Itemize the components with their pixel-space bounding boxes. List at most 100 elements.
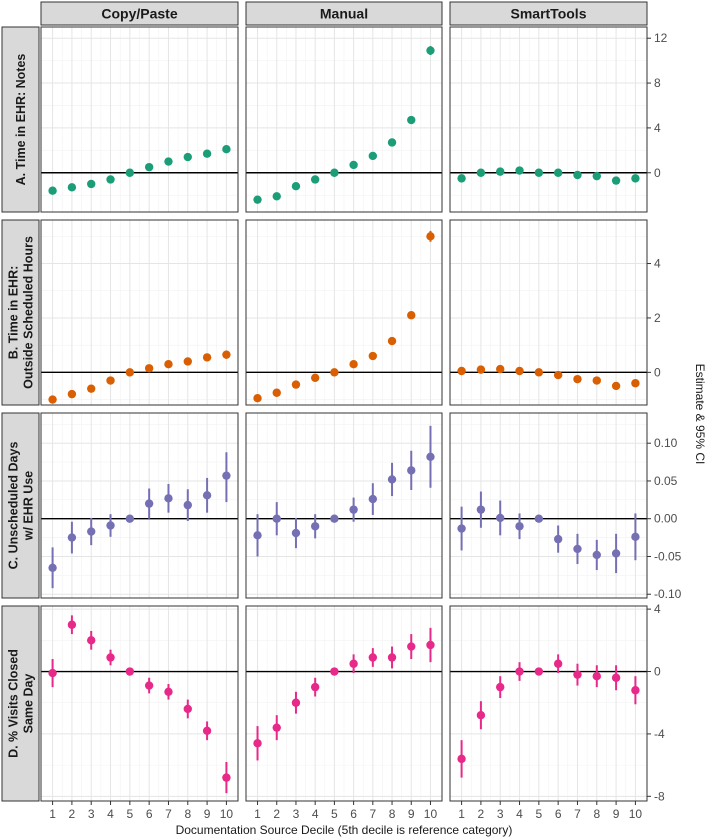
point-estimate [573,544,582,554]
point-estimate [291,380,301,389]
point-estimate [164,687,173,696]
point-estimate [67,620,77,629]
point-estimate [496,364,505,374]
panel-border [245,412,443,599]
point-estimate [592,171,601,181]
point-estimate [48,563,57,572]
point-estimate [368,494,378,504]
y-tick-label: 0.05 [654,474,678,488]
x-tick-label: 9 [408,807,415,821]
point-estimate [631,686,640,695]
point-estimate [387,336,397,346]
panel [245,219,443,406]
panel [449,605,648,802]
y-tick-label: -4 [654,727,665,741]
point-estimate [106,521,115,530]
row-strips: A. Time in EHR: Notes B. Time in EHR: Outs… [1,26,40,802]
point-estimate [48,668,57,678]
point-estimate [106,175,115,184]
point-estimate [125,514,135,523]
row-strip-label: B. Time in EHR: [7,266,21,360]
x-tick-label: 1 [49,807,56,821]
point-estimate [592,550,601,560]
panel [40,26,239,213]
point-estimate [291,698,301,707]
point-estimate [387,138,397,147]
point-estimate [253,393,262,403]
point-estimate [310,682,320,692]
column-strip-bg [245,1,443,26]
point-estimate [67,183,77,192]
point-estimate [330,168,339,177]
point-estimate [496,167,505,176]
x-tick-label: 2 [69,807,76,821]
y-tick-label: 0 [654,365,661,379]
panel [40,412,239,599]
point-estimate [368,151,378,161]
point-estimate [349,160,358,170]
panel-border [449,412,648,599]
point-estimate [272,723,281,732]
point-estimate [407,466,416,475]
column-strip-bg [40,1,239,26]
point-estimate [534,168,544,177]
panel-border [449,219,648,406]
x-tick-label: 2 [478,807,485,821]
panel [245,26,443,213]
point-estimate [476,365,486,374]
point-estimate [222,350,231,359]
point-estimate [515,166,524,175]
column-strip-bg [449,1,648,26]
point-estimate [183,152,192,162]
point-estimate [222,145,231,154]
panel-border [449,26,648,213]
point-estimate [553,370,563,380]
x-tick-label: 6 [555,807,562,821]
y-tick-label: 4 [654,121,661,135]
point-estimate [202,353,212,362]
row-strip-bg [1,412,40,599]
y-tick-label: 0.10 [654,436,678,450]
x-tick-label: 7 [574,807,581,821]
point-estimate [476,168,486,177]
point-estimate [496,682,505,692]
x-tick-label: 5 [331,807,338,821]
point-estimate [272,514,281,523]
point-estimate [144,681,154,690]
row-strip-bg [1,219,40,406]
point-estimate [407,311,416,320]
panel-border [40,219,239,406]
x-tick-label: 10 [220,807,234,821]
point-estimate [310,373,320,382]
x-tick-label: 8 [389,807,396,821]
point-estimate [592,376,601,385]
point-estimate [330,368,339,377]
point-estimate [457,174,466,183]
point-estimate [144,364,154,373]
point-estimate [183,357,192,366]
y-tick-label: -0.05 [654,549,682,563]
point-estimate [631,532,640,542]
point-estimate [48,395,57,404]
x-tick-label: 6 [146,807,153,821]
panels [40,26,648,802]
point-estimate [611,176,621,185]
x-tick-label: 6 [350,807,357,821]
point-estimate [202,726,212,735]
point-estimate [515,667,524,676]
y-tick-label: 12 [654,31,668,45]
point-estimate [330,667,339,676]
point-estimate [87,527,96,536]
point-estimate [553,534,563,544]
point-estimate [202,149,212,158]
point-estimate [106,653,115,662]
row-strip-label: Same Day [22,674,36,734]
panel [40,219,239,406]
x-tick-label: 10 [424,807,438,821]
point-estimate [183,704,192,714]
y-tick-label: 4 [654,257,661,271]
point-estimate [125,168,135,177]
y-tick-label: 0.00 [654,512,678,526]
point-estimate [349,505,358,514]
